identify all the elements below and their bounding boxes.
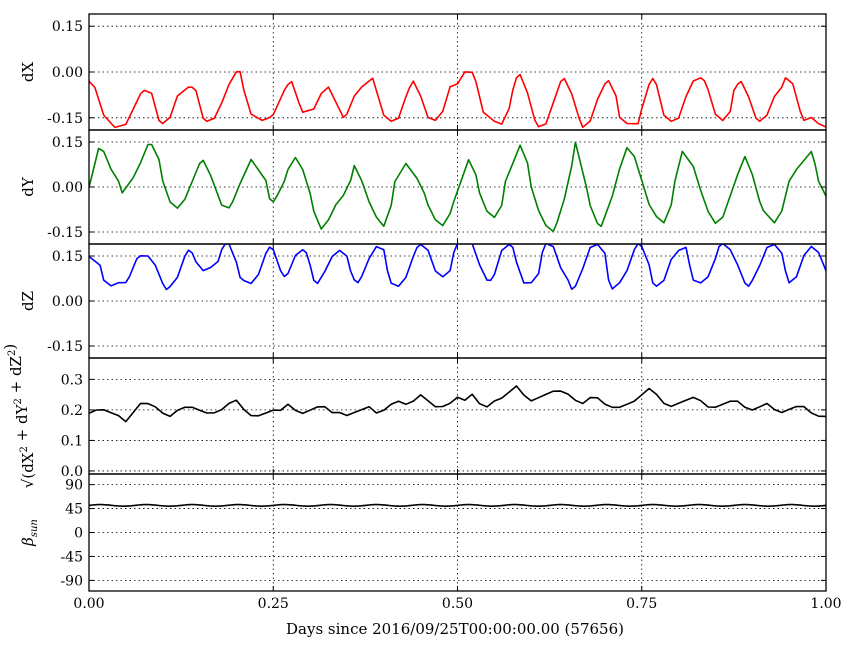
y-tick-label: 0.1: [61, 433, 83, 449]
y-axis-label: dY: [19, 176, 37, 197]
series-line-3: [89, 244, 826, 291]
y-axis-label: dX: [19, 62, 37, 83]
y-tick-label: -0.15: [47, 225, 83, 241]
x-tick-label: 0.50: [442, 596, 473, 612]
y-tick-label: 0.15: [52, 249, 83, 265]
y-axis-label: βsun: [19, 519, 40, 547]
y-axis-label-magnitude: √(dX2 + dY2 + dZ2): [1, 344, 37, 488]
y-tick-label: 45: [65, 502, 83, 518]
y-tick-label: -45: [60, 549, 83, 565]
y-tick-label: -0.15: [47, 339, 83, 355]
y-tick-label: 0.15: [52, 135, 83, 151]
panel-1: 0.15 0.00 -0.15 dX: [19, 13, 827, 131]
y-tick-label: -0.15: [47, 111, 83, 127]
y-tick-label: 0.3: [61, 372, 83, 388]
series-line-1: [89, 70, 826, 129]
series-line-2: [89, 141, 826, 233]
y-axis-label: dZ: [19, 291, 37, 311]
y-tick-label: 0.00: [52, 180, 83, 196]
y-tick-label: 0.15: [52, 19, 83, 35]
x-axis-label: Days since 2016/09/25T00:00:00.00 (57656…: [286, 620, 624, 638]
y-tick-label: 0.00: [52, 294, 83, 310]
x-tick-label: 1.00: [810, 596, 841, 612]
x-tick-label: 0.00: [73, 596, 104, 612]
series-line-4: [89, 385, 826, 423]
y-tick-label: 90: [65, 478, 83, 494]
y-tick-label: 0: [74, 526, 83, 542]
panel-frame: [88, 357, 827, 475]
panel-2: 0.15 0.00 -0.15 dY: [19, 129, 827, 245]
y-tick-label: 0.00: [52, 65, 83, 81]
x-tick-label: 0.75: [626, 596, 657, 612]
panel-3: 0.15 0.00 -0.15 dZ: [19, 243, 827, 359]
y-tick-label: -90: [60, 573, 83, 589]
y-tick-label: 0.0: [61, 464, 83, 480]
series-line-5: [89, 503, 826, 508]
panel-5: 90 45 0 -45 -90 βsun: [19, 473, 827, 592]
panel-4: 0.3 0.2 0.1 0.0 √(dX2 + dY2 + dZ2): [1, 344, 827, 488]
x-tick-label: 0.25: [258, 596, 289, 612]
y-tick-label: 0.2: [61, 403, 83, 419]
